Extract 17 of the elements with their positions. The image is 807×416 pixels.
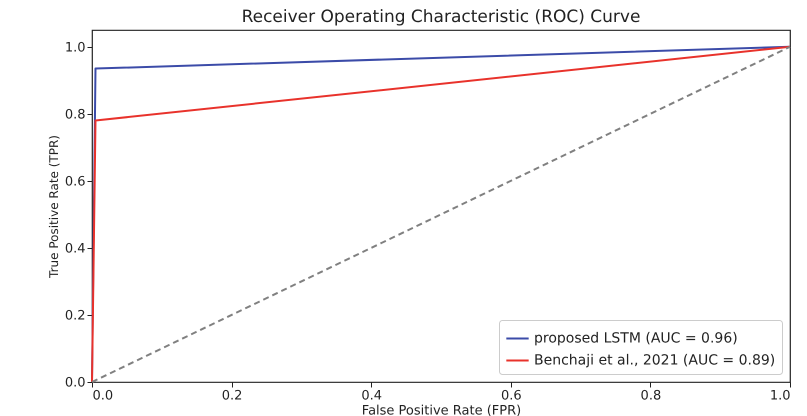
x-tick-label: 1.0	[770, 388, 790, 404]
y-tick-label: 0.0	[64, 376, 86, 390]
x-tick-label: 0.2	[222, 388, 242, 404]
y-tick-label: 0.6	[64, 174, 86, 190]
x-axis-title: False Positive Rate (FPR)	[362, 404, 522, 416]
x-tick-label: 0.4	[361, 388, 382, 404]
y-tick-label: 1.0	[64, 40, 86, 56]
x-tick-label: 0.0	[92, 388, 114, 404]
y-tick-label: 0.4	[64, 241, 86, 256]
x-tick-label: 0.6	[500, 388, 522, 404]
chart-title: Receiver Operating Characteristic (ROC) Curve	[242, 7, 640, 27]
y-tick-label: 0.8	[64, 107, 86, 122]
y-tick-label: 0.2	[64, 308, 86, 324]
legend-label: Benchaji et al., 2021 (AUC = 0.89)	[534, 352, 776, 368]
y-axis-title: True Positive Rate (TPR)	[46, 135, 61, 279]
legend-label: proposed LSTM (AUC = 0.96)	[534, 330, 738, 346]
x-tick-label: 0.8	[640, 388, 662, 404]
